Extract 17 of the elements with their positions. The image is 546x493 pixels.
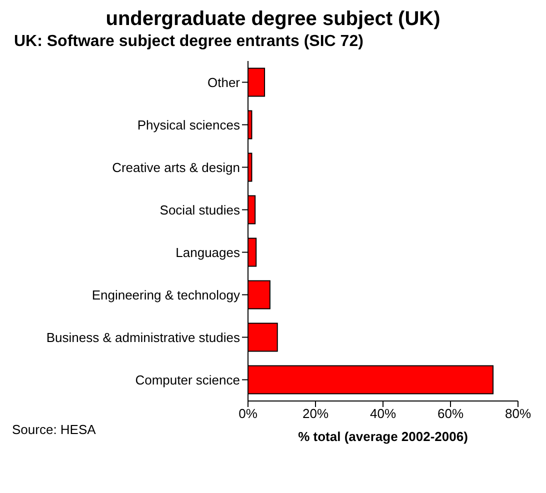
y-tick-label: Social studies: [160, 202, 240, 218]
y-tick-label: Physical sciences: [137, 117, 240, 132]
x-tick-label: 60%: [437, 406, 464, 422]
y-tick-label: Engineering & technology: [92, 287, 240, 302]
source-note: Source: HESA: [12, 422, 96, 437]
chart-subtitle: UK: Software subject degree entrants (SIC 72): [14, 33, 364, 51]
y-tick-label: Business & administrative studies: [46, 330, 240, 345]
x-tick-label: 40%: [370, 406, 396, 422]
x-tick-label: 80%: [504, 406, 532, 422]
x-tick-label: 0%: [238, 406, 258, 422]
x-tick-label: 20%: [302, 406, 329, 422]
y-tick-label: Computer science: [135, 372, 240, 388]
x-axis-title: % total (average 2002-2006): [298, 429, 468, 444]
y-tick-label: Creative arts & design: [112, 160, 240, 175]
y-tick-label: Languages: [176, 244, 240, 260]
chart-title: undergraduate degree subject (UK): [104, 8, 442, 31]
y-tick-label: Other: [207, 74, 241, 90]
